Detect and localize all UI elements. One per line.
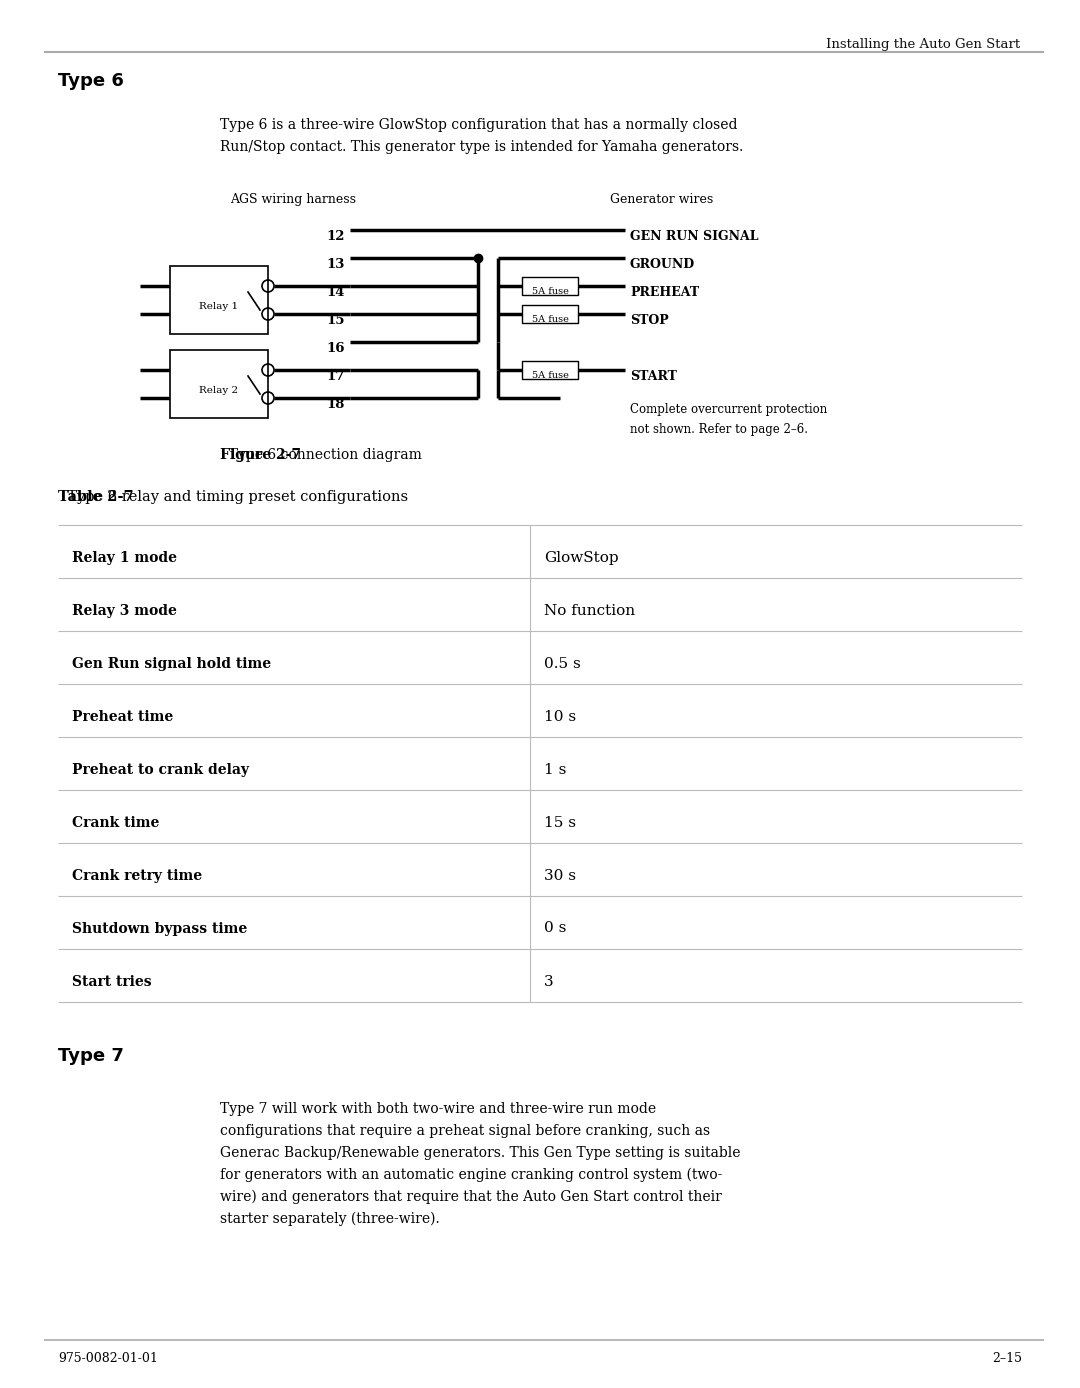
Text: Installing the Auto Gen Start: Installing the Auto Gen Start [826, 37, 1020, 51]
Text: 14: 14 [326, 286, 345, 298]
Text: Relay 3 mode: Relay 3 mode [72, 604, 177, 618]
Text: Relay 1 mode: Relay 1 mode [72, 551, 177, 565]
Text: 0.5 s: 0.5 s [544, 657, 581, 670]
Text: AGS wiring harness: AGS wiring harness [230, 193, 356, 205]
FancyBboxPatch shape [522, 305, 578, 323]
Text: starter separately (three-wire).: starter separately (three-wire). [220, 1212, 440, 1227]
Text: GlowStop: GlowStop [544, 551, 619, 565]
Text: Crank time: Crank time [72, 816, 160, 830]
Text: Type 6 connection diagram: Type 6 connection diagram [220, 448, 422, 462]
Text: 18: 18 [326, 397, 345, 411]
Text: Preheat to crank delay: Preheat to crank delay [72, 762, 249, 776]
Text: 5A fuse: 5A fuse [531, 371, 568, 379]
FancyBboxPatch shape [170, 266, 268, 335]
Text: wire) and generators that require that the Auto Gen Start control their: wire) and generators that require that t… [220, 1190, 721, 1205]
Text: 975-0082-01-01: 975-0082-01-01 [58, 1352, 158, 1364]
Text: 3: 3 [544, 974, 554, 988]
Text: Figure 2-7: Figure 2-7 [220, 448, 301, 462]
Text: Type 6: Type 6 [58, 72, 124, 90]
Text: Shutdown bypass time: Shutdown bypass time [72, 922, 247, 936]
Text: PREHEAT: PREHEAT [630, 286, 699, 298]
Text: not shown. Refer to page 2–6.: not shown. Refer to page 2–6. [630, 423, 808, 436]
Text: Generac Backup/Renewable generators. This Gen Type setting is suitable: Generac Backup/Renewable generators. Thi… [220, 1146, 741, 1160]
Text: configurations that require a preheat signal before cranking, such as: configurations that require a preheat si… [220, 1124, 711, 1138]
Text: Type 7 will work with both two-wire and three-wire run mode: Type 7 will work with both two-wire and … [220, 1102, 657, 1116]
Text: Type 6 relay and timing preset configurations: Type 6 relay and timing preset configura… [58, 490, 408, 504]
Text: Table 2-7: Table 2-7 [58, 490, 134, 504]
Text: 30 s: 30 s [544, 869, 576, 883]
Text: GROUND: GROUND [630, 258, 696, 271]
Text: Relay 2: Relay 2 [200, 386, 239, 394]
Text: Type 6 is a three-wire GlowStop configuration that has a normally closed: Type 6 is a three-wire GlowStop configur… [220, 118, 738, 132]
FancyBboxPatch shape [522, 278, 578, 296]
Text: Relay 1: Relay 1 [200, 301, 239, 311]
Text: 5A fuse: 5A fuse [531, 286, 568, 296]
FancyBboxPatch shape [170, 350, 268, 418]
Text: No function: No function [544, 604, 635, 618]
Text: 5A fuse: 5A fuse [531, 315, 568, 323]
Text: Preheat time: Preheat time [72, 709, 173, 723]
Text: 10 s: 10 s [544, 709, 576, 723]
Text: GEN RUN SIGNAL: GEN RUN SIGNAL [630, 229, 758, 243]
Text: 13: 13 [326, 258, 345, 271]
Text: Run/Stop contact. This generator type is intended for Yamaha generators.: Run/Stop contact. This generator type is… [220, 140, 743, 154]
FancyBboxPatch shape [522, 361, 578, 379]
Text: Generator wires: Generator wires [610, 193, 713, 205]
Text: 17: 17 [326, 369, 345, 383]
Text: 12: 12 [326, 229, 345, 243]
Text: STOP: STOP [630, 314, 669, 326]
Text: Gen Run signal hold time: Gen Run signal hold time [72, 657, 271, 670]
Text: Type 7: Type 7 [58, 1047, 124, 1065]
Text: 0 s: 0 s [544, 922, 566, 936]
Text: 2–15: 2–15 [993, 1352, 1022, 1364]
Text: 16: 16 [326, 341, 345, 354]
Text: 15: 15 [326, 314, 345, 326]
Text: Crank retry time: Crank retry time [72, 869, 202, 883]
Text: Start tries: Start tries [72, 974, 151, 988]
Text: Complete overcurrent protection: Complete overcurrent protection [630, 403, 827, 416]
Text: START: START [630, 369, 677, 383]
Text: for generators with an automatic engine cranking control system (two-: for generators with an automatic engine … [220, 1167, 723, 1183]
Text: 1 s: 1 s [544, 762, 566, 776]
Text: 15 s: 15 s [544, 816, 576, 830]
